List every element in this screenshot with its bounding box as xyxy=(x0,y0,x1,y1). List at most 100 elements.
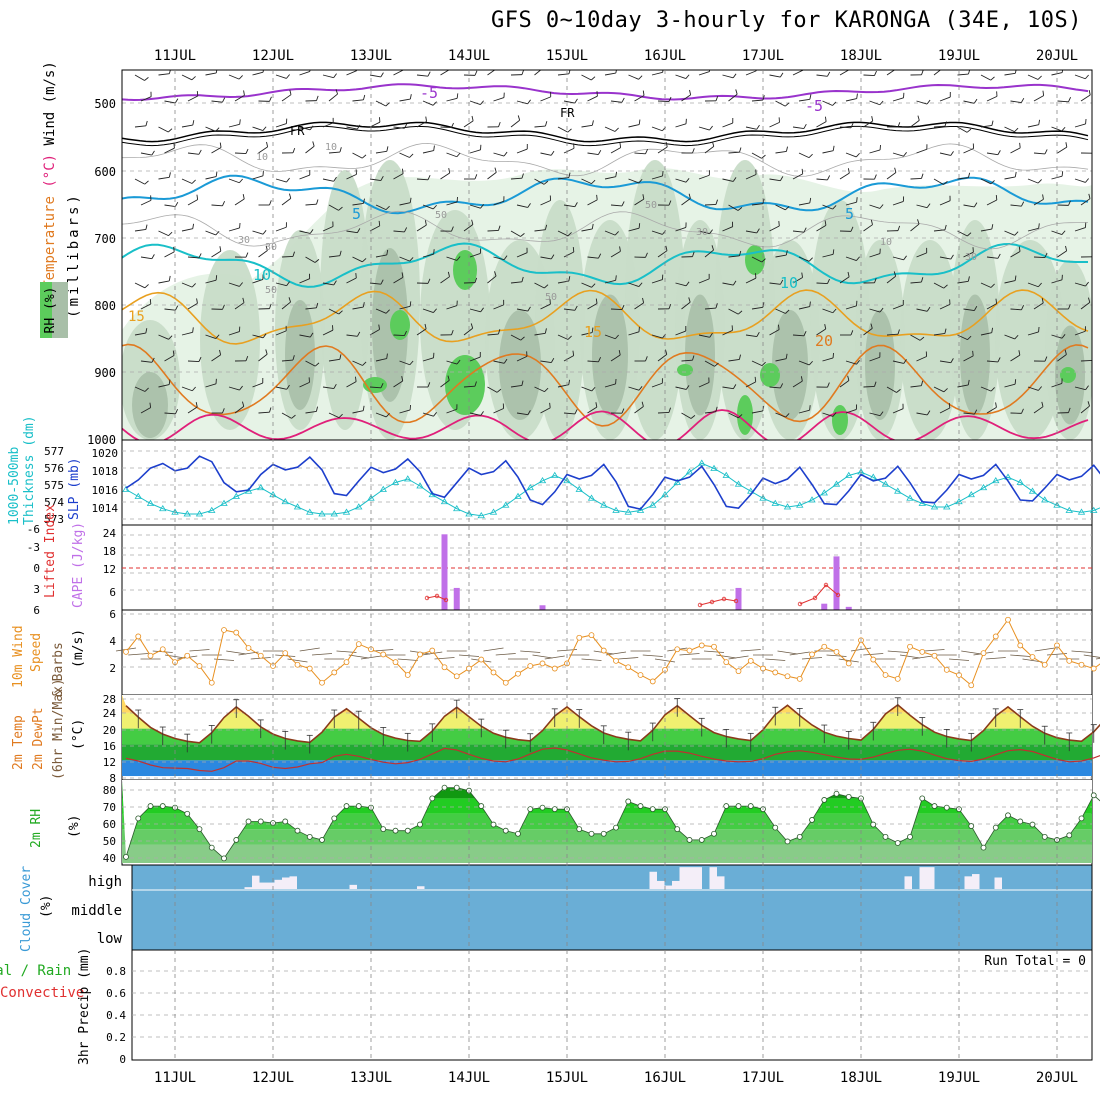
cloud-bar xyxy=(927,867,935,889)
wind-barb xyxy=(604,72,616,76)
wind-barb-flag xyxy=(809,94,812,100)
wind-barb-flag xyxy=(1084,74,1089,80)
wind-barb xyxy=(375,412,387,418)
wind-barb-flag xyxy=(404,123,408,129)
wind-barb-flag xyxy=(333,176,337,182)
thickness-tick: 576 xyxy=(44,462,64,475)
wind-barb xyxy=(487,275,497,284)
wind-speed-line-point xyxy=(1090,665,1097,672)
wind-barb xyxy=(487,333,499,336)
wind-barb-flag xyxy=(756,331,760,337)
wind-barb xyxy=(651,126,663,132)
wind-barb-flag xyxy=(521,380,524,386)
wind-barb xyxy=(587,303,598,310)
wind-barb xyxy=(986,360,998,363)
wind-barb xyxy=(187,360,200,363)
wind-barb xyxy=(775,204,786,211)
wind-barb-flag xyxy=(1014,127,1019,132)
thickness-line-point xyxy=(159,504,167,512)
wind-barb xyxy=(845,152,857,158)
wind-barb xyxy=(164,147,175,154)
chart-title: GFS 0~10day 3-hourly for KARONGA (34E, 1… xyxy=(490,8,1082,33)
wind-barb xyxy=(822,412,834,417)
wind-barb xyxy=(681,412,692,419)
thickness-line-point xyxy=(465,510,473,517)
wind-barb-flag xyxy=(168,275,171,281)
lifted-index-point xyxy=(823,582,829,588)
wind-barb xyxy=(775,412,786,418)
wind-barb xyxy=(775,254,787,258)
wind-speed-line-point xyxy=(417,651,423,658)
wind-barb xyxy=(205,126,216,132)
wind-barb-flag xyxy=(474,174,478,180)
pressure-tick: 500 xyxy=(94,97,116,111)
cloud-bar xyxy=(972,874,980,889)
wind-barb-flag xyxy=(145,120,148,126)
wind-barb-flag xyxy=(144,180,149,185)
wind-barb-flag xyxy=(618,350,621,356)
wind-barb xyxy=(493,152,505,157)
wind-barb xyxy=(798,98,810,102)
lifted-index-point xyxy=(697,602,703,608)
wind-barb-flag xyxy=(1038,223,1040,229)
rh-band xyxy=(122,844,1092,863)
lifted-index-series xyxy=(424,582,841,608)
wind-barb xyxy=(604,279,616,284)
wind-barb-flag xyxy=(456,359,461,365)
wind-barb xyxy=(910,223,920,232)
wind-barb-flag xyxy=(245,148,249,154)
wind-barb-flag xyxy=(568,276,571,282)
cape-tick: 24 xyxy=(103,527,117,540)
wind-barb-10m xyxy=(348,654,369,659)
wind-speed-line-point xyxy=(306,665,313,672)
wind-barb xyxy=(651,175,663,180)
wind-barb-flag xyxy=(921,277,924,283)
wind-barb-flag xyxy=(591,386,596,392)
cloud-bar xyxy=(709,867,717,889)
wind-barb xyxy=(1010,354,1021,362)
wind-barb xyxy=(910,177,922,180)
wind-barb-flag xyxy=(761,154,766,159)
wind-speed-line-point xyxy=(551,665,558,672)
wind-barb xyxy=(1033,256,1046,259)
wind-speed-line-point xyxy=(245,645,252,651)
wind-barb xyxy=(1027,74,1039,80)
wind-barb xyxy=(657,411,670,414)
wind-barb-flag xyxy=(641,401,644,407)
thickness-line-point xyxy=(918,499,926,506)
wind-barb-flag xyxy=(903,152,907,157)
wind-barb-flag xyxy=(289,89,292,95)
thickness-line-point xyxy=(134,492,142,499)
wind-barb xyxy=(822,204,833,210)
wind-barb-flag xyxy=(967,232,972,237)
wind-barb xyxy=(957,73,969,76)
thickness-line-point xyxy=(845,471,853,478)
wind-barb xyxy=(393,276,404,284)
wind-barb xyxy=(634,406,644,414)
wind-barb xyxy=(792,380,803,388)
wind-speed-line-point xyxy=(943,666,950,673)
rh-line-point xyxy=(221,855,227,862)
wind-barb-flag xyxy=(944,224,947,230)
wind-barb-flag xyxy=(239,119,241,125)
rh-line-point xyxy=(294,827,301,834)
rh-line-point xyxy=(404,827,411,834)
wind-barb-flag xyxy=(1068,97,1072,102)
cloud-bar xyxy=(694,867,702,889)
wind-barb xyxy=(681,359,693,362)
wind-barb xyxy=(369,121,381,128)
cloud-bar xyxy=(267,882,275,889)
wind-barb xyxy=(980,282,992,288)
wind-speed-line-point xyxy=(992,633,999,640)
wind-barb-flag xyxy=(292,251,295,257)
wind-barb xyxy=(140,360,152,363)
wind-barb xyxy=(845,98,857,102)
wind-barb-flag xyxy=(638,386,643,391)
wind-barb-flag xyxy=(638,223,641,229)
wind-barb xyxy=(916,308,928,312)
pressure-tick: 1000 xyxy=(87,433,116,447)
wind-barb xyxy=(393,334,405,337)
wind-barb-flag xyxy=(262,70,264,73)
wind-barb xyxy=(1033,152,1045,155)
thickness-line-point xyxy=(195,510,204,517)
